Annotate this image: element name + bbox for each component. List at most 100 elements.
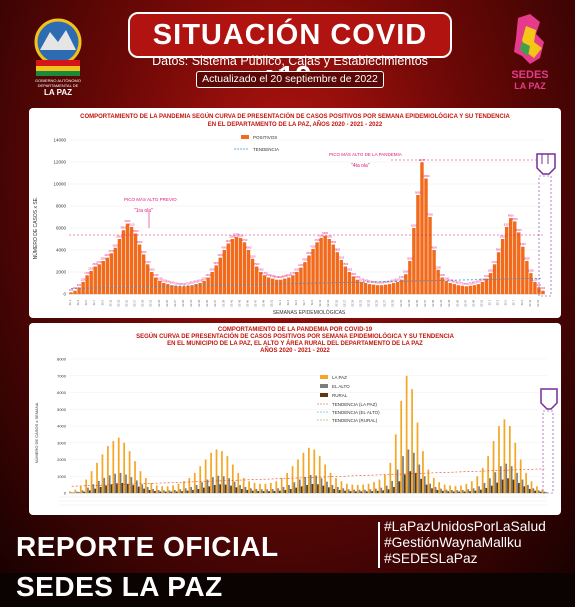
chart2-bar-la-paz xyxy=(254,483,256,493)
chart2-bar-la-paz xyxy=(330,473,332,493)
chart2-bar-el-alto xyxy=(250,488,252,493)
chart1-bar xyxy=(360,282,363,294)
chart2-bar-el-alto xyxy=(103,478,105,493)
chart1-bar xyxy=(106,258,109,294)
chart2-bar-la-paz xyxy=(438,482,440,493)
chart2-bar-rural xyxy=(328,487,330,493)
hashtag-2[interactable]: #GestiónWaynaMallku xyxy=(384,535,546,551)
chart1-data-label: 600 xyxy=(77,283,82,287)
chart2-bar-rural xyxy=(458,492,460,493)
chart1-data-label: 2600 xyxy=(213,261,219,265)
chart1-data-label: 1500 xyxy=(205,273,211,277)
chart1-bar xyxy=(243,242,246,294)
chart2-bar-el-alto xyxy=(223,476,225,493)
chart2-bar-el-alto xyxy=(158,490,160,493)
chart1-data-label: 5800 xyxy=(121,226,127,230)
chart2-bar-rural xyxy=(301,486,303,493)
chart2-bar-rural xyxy=(105,485,107,493)
chart1-bar xyxy=(428,217,431,294)
chart1-xtick: SE 17 xyxy=(134,299,137,306)
chart2-bar-la-paz xyxy=(145,478,147,493)
chart2-bar-la-paz xyxy=(275,481,277,493)
chart2-bar-la-paz xyxy=(406,376,408,493)
chart2-bar-el-alto xyxy=(207,480,209,493)
chart2-bar-rural xyxy=(138,487,140,493)
chart2-bar-la-paz xyxy=(509,426,511,493)
chart1-data-label: 3200 xyxy=(250,254,256,258)
chart2-bar-el-alto xyxy=(505,464,507,493)
chart1-bar xyxy=(311,249,314,294)
updated-badge: Actualizado el 20 septiembre de 2022 xyxy=(196,71,384,88)
chart2-bar-rural xyxy=(170,492,172,493)
chart1-data-label: 2500 xyxy=(342,262,348,266)
chart2-ytick: 3000 xyxy=(57,440,67,445)
chart1-xtick: SE 27 xyxy=(174,299,177,306)
chart2-bar-la-paz xyxy=(411,389,413,493)
legend-la-paz-swatch xyxy=(320,375,328,379)
chart1-bar xyxy=(295,272,298,294)
chart1-data-label: 4500 xyxy=(330,240,336,244)
chart2-bar-la-paz xyxy=(498,426,500,493)
hashtag-1[interactable]: #LaPazUnidosPorLaSalud xyxy=(384,519,546,535)
hand-pointer-icon-2 xyxy=(541,389,557,409)
chart2-bar-el-alto xyxy=(451,490,453,493)
chart2-bar-el-alto xyxy=(76,492,78,493)
chart1-data-label: 4300 xyxy=(520,242,526,246)
page-title: SITUACIÓN COVID -19 xyxy=(128,12,452,58)
chart1-data-label: 1900 xyxy=(488,269,494,273)
chart2-bar-rural xyxy=(420,479,422,493)
chart2-bar-rural xyxy=(344,491,346,493)
chart1-data-label: 1100 xyxy=(80,277,86,281)
legend-trend-rural: TENDENCIA (RURAL) xyxy=(332,418,378,423)
chart1-bar xyxy=(529,273,532,294)
chart1-xtick: SE 5 xyxy=(85,299,88,305)
chart1-bar xyxy=(291,275,294,294)
chart2-bar-rural xyxy=(371,491,373,493)
chart2-bar-el-alto xyxy=(462,490,464,493)
chart2-bar-el-alto xyxy=(120,473,122,493)
chart2-bar-rural xyxy=(176,491,178,493)
chart1-data-label: 4700 xyxy=(242,238,248,242)
chart2-bar-el-alto xyxy=(141,484,143,493)
chart1-bar xyxy=(501,239,504,294)
chart2-bar-rural xyxy=(154,491,156,493)
chart1-ytick: 14000 xyxy=(53,138,66,143)
chart1-bar xyxy=(525,261,528,294)
chart1-data-label: 5500 xyxy=(133,229,139,233)
chart2-bar-rural xyxy=(214,485,216,493)
chart2-bar-la-paz xyxy=(455,486,457,493)
chart2-bar-rural xyxy=(89,490,91,493)
chart2-bar-la-paz xyxy=(183,481,185,493)
chart1-bar xyxy=(279,280,282,294)
chart2-bar-el-alto xyxy=(321,478,323,493)
chart2-bar-el-alto xyxy=(212,477,214,493)
chart2-bar-la-paz xyxy=(237,473,239,493)
chart2-bar-el-alto xyxy=(304,477,306,493)
chart2-bar-rural xyxy=(317,484,319,493)
chart1-data-label: 3300 xyxy=(217,253,223,257)
chart2-bar-el-alto xyxy=(484,483,486,493)
chart1-xtick: SE 43 xyxy=(238,299,241,306)
chart2-bar-rural xyxy=(127,484,129,493)
chart2-ytick: 6000 xyxy=(57,390,67,395)
chart1-data-label: 3500 xyxy=(306,251,312,255)
chart1-xtick: SE 35 xyxy=(416,299,419,306)
chart2-bar-la-paz xyxy=(118,438,120,493)
hashtag-3[interactable]: #SEDESLaPaz xyxy=(384,551,546,567)
chart1-bar xyxy=(400,280,403,294)
chart2-bar-la-paz xyxy=(368,484,370,493)
chart2-bar-rural xyxy=(518,483,520,493)
chart2-bar-rural xyxy=(246,490,248,493)
chart1-data-label: 1300 xyxy=(399,275,405,279)
chart1-bar xyxy=(102,261,105,294)
chart2-bar-rural xyxy=(540,492,542,493)
chart1-xtick: SE 41 xyxy=(440,299,443,306)
chart1-bar xyxy=(182,286,185,294)
chart1-xtick: SE 9 xyxy=(101,299,104,305)
chart2-bar-la-paz xyxy=(80,486,82,493)
chart2-bar-la-paz xyxy=(189,478,191,493)
chart1-xtick: SE 21 xyxy=(150,299,153,306)
chart1-xtick: SE 27 xyxy=(384,299,387,306)
chart1-data-label: 1400 xyxy=(484,274,490,278)
chart2-bar-la-paz xyxy=(482,468,484,493)
